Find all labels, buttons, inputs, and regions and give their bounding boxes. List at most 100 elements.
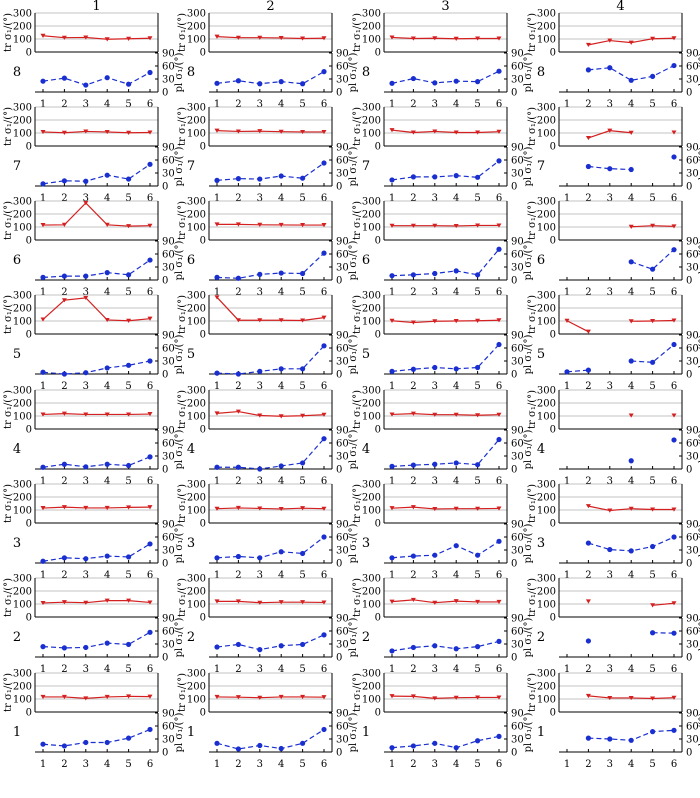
pl-tick-label: 30 xyxy=(162,452,175,463)
tr-tick-label: 0 xyxy=(200,519,206,530)
tr-tick-label: 200 xyxy=(13,587,32,598)
tr-point xyxy=(650,603,656,608)
pl-point xyxy=(147,358,153,364)
pl-tick-label: 90 xyxy=(686,331,699,342)
x-tick-label: 3 xyxy=(83,381,89,392)
pl-tick-label: 0 xyxy=(511,559,517,570)
pl-series-line xyxy=(588,65,675,81)
x-tick-label: 2 xyxy=(410,381,416,392)
pl-tick-label: 90 xyxy=(511,49,524,60)
tr-tick-label: 300 xyxy=(362,386,381,397)
tr-point xyxy=(126,36,132,41)
tr-point xyxy=(104,317,110,323)
tr-tick-label: 100 xyxy=(187,35,206,46)
x-tick-label: 6 xyxy=(496,287,502,298)
pl-tick-label: 90 xyxy=(511,331,524,342)
pl-point xyxy=(321,632,327,638)
tr-tick-label: 0 xyxy=(26,330,32,341)
tr-tick-label: 200 xyxy=(187,116,206,127)
pl-point xyxy=(300,740,306,746)
tr-tick-label: 100 xyxy=(187,317,206,328)
x-tick-label: 2 xyxy=(585,99,591,110)
x-tick-label: 2 xyxy=(61,476,67,487)
pl-point xyxy=(628,358,634,364)
x-tick-label: 1 xyxy=(389,759,395,770)
pl-tick-label: 30 xyxy=(162,263,175,274)
x-tick-label: 6 xyxy=(321,476,327,487)
pl-point xyxy=(235,275,241,281)
x-tick-label: 5 xyxy=(649,570,655,581)
pl-point xyxy=(257,742,263,749)
pl-point xyxy=(389,555,395,561)
pl-tick-label: 60 xyxy=(336,533,349,544)
column-label: 3 xyxy=(441,0,449,14)
pl-axis-label: pl σ₁/(°) xyxy=(174,147,185,187)
x-tick-label: 4 xyxy=(453,759,459,770)
pl-tick-label: 60 xyxy=(162,344,175,355)
pl-axis-label: pl σ₁/(°) xyxy=(523,147,534,187)
pl-series-line xyxy=(217,438,325,470)
x-tick-label: 5 xyxy=(474,759,480,770)
x-tick-label: 4 xyxy=(104,664,110,675)
tr-point xyxy=(40,129,46,135)
pl-point xyxy=(453,366,459,372)
pl-axis-label: pl σ₁/(°) xyxy=(174,335,185,375)
pl-point xyxy=(278,270,284,276)
tr-tick-label: 300 xyxy=(187,197,206,208)
row-label: 8 xyxy=(362,65,370,80)
tr-axis-label: tr σ₁/(°) xyxy=(177,107,188,146)
pl-series-line xyxy=(42,543,151,562)
tr-point xyxy=(432,223,438,228)
tr-point xyxy=(40,412,46,417)
tr-tick-label: 100 xyxy=(537,695,556,706)
tr-point xyxy=(214,506,220,511)
pl-axis-label: pl σ₁/(°) xyxy=(348,618,359,658)
pl-tick-label: 30 xyxy=(336,75,349,86)
tr-point xyxy=(235,599,241,604)
x-tick-label: 1 xyxy=(389,664,395,675)
x-tick-label: 2 xyxy=(585,476,591,487)
pl-point xyxy=(650,359,656,365)
pl-point xyxy=(257,466,263,472)
tr-tick-label: 300 xyxy=(13,669,32,680)
tr-point xyxy=(432,506,438,512)
tr-point xyxy=(410,130,416,135)
pl-tick-label: 0 xyxy=(336,88,342,99)
tr-tick-label: 0 xyxy=(375,330,381,341)
tr-tick-label: 100 xyxy=(362,600,381,611)
pl-point xyxy=(671,437,677,443)
x-tick-label: 1 xyxy=(40,664,46,675)
x-tick-label: 5 xyxy=(649,381,655,392)
tr-point xyxy=(671,318,677,323)
tr-point xyxy=(453,223,459,229)
row-label: 8 xyxy=(187,65,195,80)
tr-tick-label: 0 xyxy=(550,519,556,530)
x-tick-label: 5 xyxy=(649,193,655,204)
tr-tick-label: 0 xyxy=(26,48,32,59)
tr-point xyxy=(410,36,416,41)
tr-tick-label: 300 xyxy=(13,480,32,491)
tr-point xyxy=(585,693,591,699)
tr-point xyxy=(300,318,306,323)
x-tick-label: 3 xyxy=(83,287,89,298)
x-tick-label: 1 xyxy=(40,99,46,110)
pl-point xyxy=(496,733,502,740)
x-tick-label: 4 xyxy=(104,99,110,110)
pl-tick-label: 0 xyxy=(162,559,168,570)
pl-axis-label: pl σ₁/(°) xyxy=(523,430,534,470)
pl-point xyxy=(650,630,656,636)
pl-tick-label: 60 xyxy=(686,250,699,261)
row-label: 1 xyxy=(187,725,195,740)
tr-axis-label: tr σ₁/(°) xyxy=(352,295,363,334)
x-tick-label: 4 xyxy=(278,287,284,298)
tr-tick-label: 200 xyxy=(537,493,556,504)
pl-axis-label: pl σ₁/(°) xyxy=(348,524,359,564)
pl-point xyxy=(104,75,110,81)
tr-tick-label: 100 xyxy=(537,129,556,140)
pl-tick-label: 60 xyxy=(336,250,349,261)
tr-tick-label: 300 xyxy=(362,574,381,585)
tr-tick-label: 300 xyxy=(187,386,206,397)
tr-tick-label: 200 xyxy=(537,22,556,33)
pl-point xyxy=(410,553,416,559)
